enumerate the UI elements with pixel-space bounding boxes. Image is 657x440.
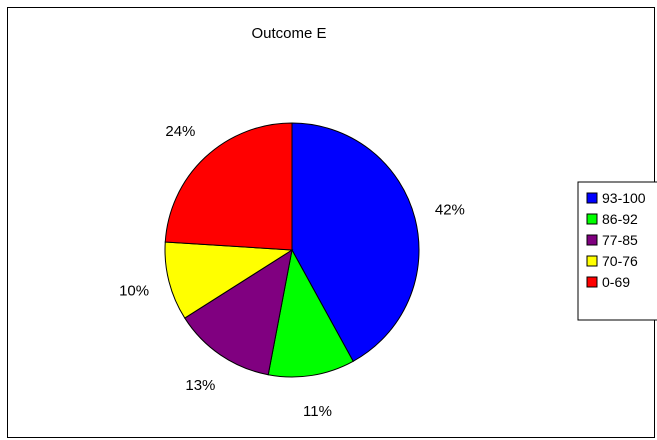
pie-slice-77-85 bbox=[184, 248, 293, 376]
data-label-0-69: 24% bbox=[165, 123, 195, 140]
legend-swatch-70-76 bbox=[586, 255, 598, 267]
chart-title: Outcome E bbox=[251, 25, 326, 42]
legend: 93-100 86-92 77-85 70-76 0-69 bbox=[577, 181, 657, 321]
legend-swatch-86-92 bbox=[586, 213, 598, 225]
data-label-77-85: 13% bbox=[185, 377, 215, 394]
legend-swatch-77-85 bbox=[586, 234, 598, 246]
legend-label-93-100: 93-100 bbox=[602, 190, 646, 206]
legend-label-0-69: 0-69 bbox=[602, 274, 630, 290]
pie-data-labels: 42% 11% 13% 10% 24% bbox=[119, 123, 465, 420]
legend-box bbox=[577, 181, 657, 321]
legend-label-70-76: 70-76 bbox=[602, 253, 638, 269]
pie-slice-93-100 bbox=[291, 122, 420, 362]
pie-slice-86-92 bbox=[267, 248, 354, 378]
legend-label-86-92: 86-92 bbox=[602, 211, 638, 227]
pie-slices bbox=[164, 122, 420, 378]
data-label-70-76: 10% bbox=[119, 283, 149, 300]
pie-slice-0-69 bbox=[164, 122, 293, 251]
legend-swatch-93-100 bbox=[586, 192, 598, 204]
data-label-93-100: 42% bbox=[435, 202, 465, 219]
pie-slice-70-76 bbox=[164, 241, 294, 319]
legend-swatch-0-69 bbox=[586, 276, 598, 288]
legend-label-77-85: 77-85 bbox=[602, 232, 638, 248]
data-label-86-92: 11% bbox=[303, 403, 332, 420]
